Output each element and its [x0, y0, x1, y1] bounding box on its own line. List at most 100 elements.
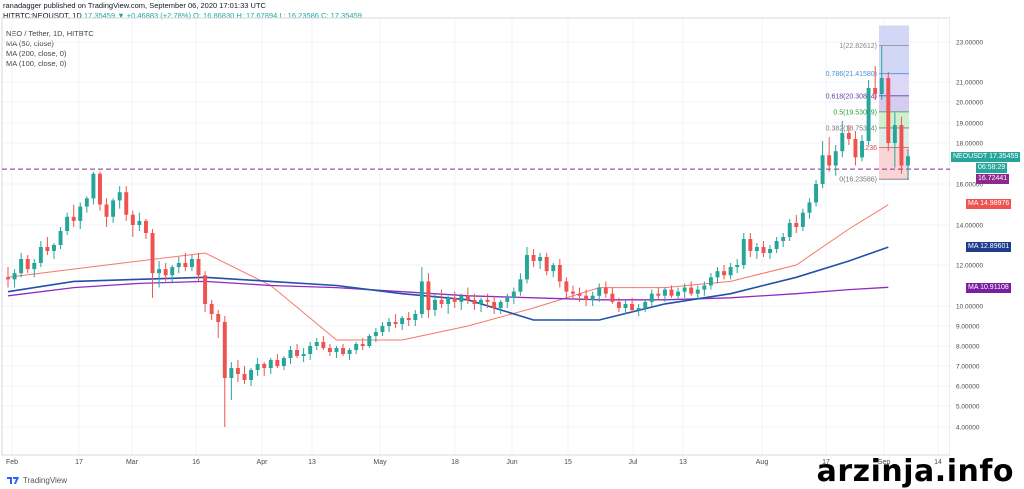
- time-tick-label: May: [373, 459, 387, 466]
- candle-body: [393, 322, 398, 324]
- candle-body: [800, 212, 805, 227]
- candle: [150, 229, 155, 298]
- candle: [137, 212, 142, 231]
- tradingview-logo[interactable]: TradingView: [6, 475, 67, 485]
- candle-body: [360, 344, 365, 346]
- candle: [557, 259, 562, 288]
- candle-body: [498, 301, 503, 308]
- fib-level-label: 0.786(21.41580): [826, 71, 877, 78]
- candle-body: [65, 216, 70, 231]
- candle: [360, 338, 365, 350]
- candle: [170, 265, 175, 284]
- candle: [242, 366, 247, 384]
- candle-body: [794, 222, 799, 227]
- candle: [774, 237, 779, 253]
- candle-body: [761, 247, 766, 253]
- candle-body: [590, 295, 595, 300]
- candle: [400, 316, 405, 330]
- candle: [827, 137, 832, 172]
- candle-body: [255, 364, 260, 370]
- time-tick-label: Apr: [257, 459, 269, 466]
- candle: [498, 299, 503, 314]
- time-tick-label: 15: [564, 459, 572, 466]
- candle-body: [479, 299, 483, 304]
- price-tick-label: 19.00000: [956, 121, 983, 128]
- candle-body: [354, 344, 359, 350]
- candle-body: [170, 267, 175, 276]
- candle: [255, 358, 260, 376]
- candle-body: [124, 192, 129, 215]
- candle: [19, 253, 24, 278]
- candle: [157, 261, 162, 288]
- candle: [249, 368, 254, 386]
- candle-body: [157, 269, 162, 274]
- candle-body: [295, 350, 300, 356]
- candle-body: [695, 289, 700, 294]
- candle: [203, 271, 208, 312]
- ma200-legend[interactable]: MA (200, close, 0): [6, 49, 67, 58]
- candle-body: [426, 281, 431, 310]
- candle-body: [380, 326, 385, 332]
- candle: [702, 281, 707, 296]
- candle: [708, 273, 713, 290]
- price-tick-label: 4.00000: [956, 425, 980, 432]
- candle-body: [334, 348, 339, 352]
- candle-body: [25, 259, 30, 270]
- price-tick-label: 12.00000: [956, 263, 983, 270]
- candle: [741, 233, 746, 270]
- candle: [695, 285, 700, 300]
- candle-body: [321, 342, 326, 348]
- candle: [748, 233, 753, 257]
- candle: [78, 202, 83, 229]
- candle-body: [728, 267, 733, 276]
- fib-zone: [879, 147, 909, 180]
- candle: [196, 253, 201, 282]
- candle-body: [774, 241, 779, 249]
- candle: [25, 255, 30, 274]
- candle-body: [518, 279, 523, 292]
- candle: [465, 287, 470, 304]
- candle: [52, 243, 56, 259]
- candle: [866, 80, 871, 146]
- candle-body: [879, 78, 884, 94]
- ma50-legend[interactable]: MA (50, close): [6, 39, 54, 48]
- candle-body: [866, 88, 871, 141]
- candle-body: [373, 332, 378, 336]
- candle-body: [229, 368, 234, 378]
- candle-body: [669, 289, 674, 296]
- candle-body: [308, 346, 313, 354]
- candle-body: [78, 206, 83, 221]
- candle: [275, 354, 280, 368]
- candle: [728, 263, 733, 280]
- candle: [800, 208, 805, 231]
- candle: [387, 318, 391, 332]
- candle-body: [636, 308, 641, 310]
- candle-body: [649, 293, 654, 302]
- candle-body: [577, 293, 582, 296]
- candle: [754, 243, 759, 259]
- candle-body: [459, 295, 464, 302]
- candle-body: [262, 364, 267, 368]
- candle: [130, 210, 135, 237]
- candle-body: [439, 299, 444, 304]
- candle: [268, 358, 273, 374]
- candle: [163, 263, 168, 282]
- ma100-legend[interactable]: MA (100, close, 0): [6, 59, 67, 68]
- candle-body: [846, 133, 851, 139]
- candle-body: [98, 173, 102, 205]
- candle-body: [603, 287, 608, 294]
- candle: [321, 336, 326, 350]
- candles: [6, 46, 910, 427]
- candle: [505, 293, 510, 308]
- candle-body: [787, 222, 792, 237]
- candle-body: [84, 198, 89, 207]
- candle-body: [708, 277, 713, 286]
- fib-level-label: 0.5(19.53099): [833, 109, 877, 116]
- candle-body: [623, 303, 628, 308]
- candle-body: [768, 249, 773, 253]
- candle: [439, 289, 444, 308]
- candle-body: [570, 291, 575, 294]
- candle-body: [715, 271, 720, 278]
- fib-level-label: 0.618(20.30864): [826, 93, 877, 100]
